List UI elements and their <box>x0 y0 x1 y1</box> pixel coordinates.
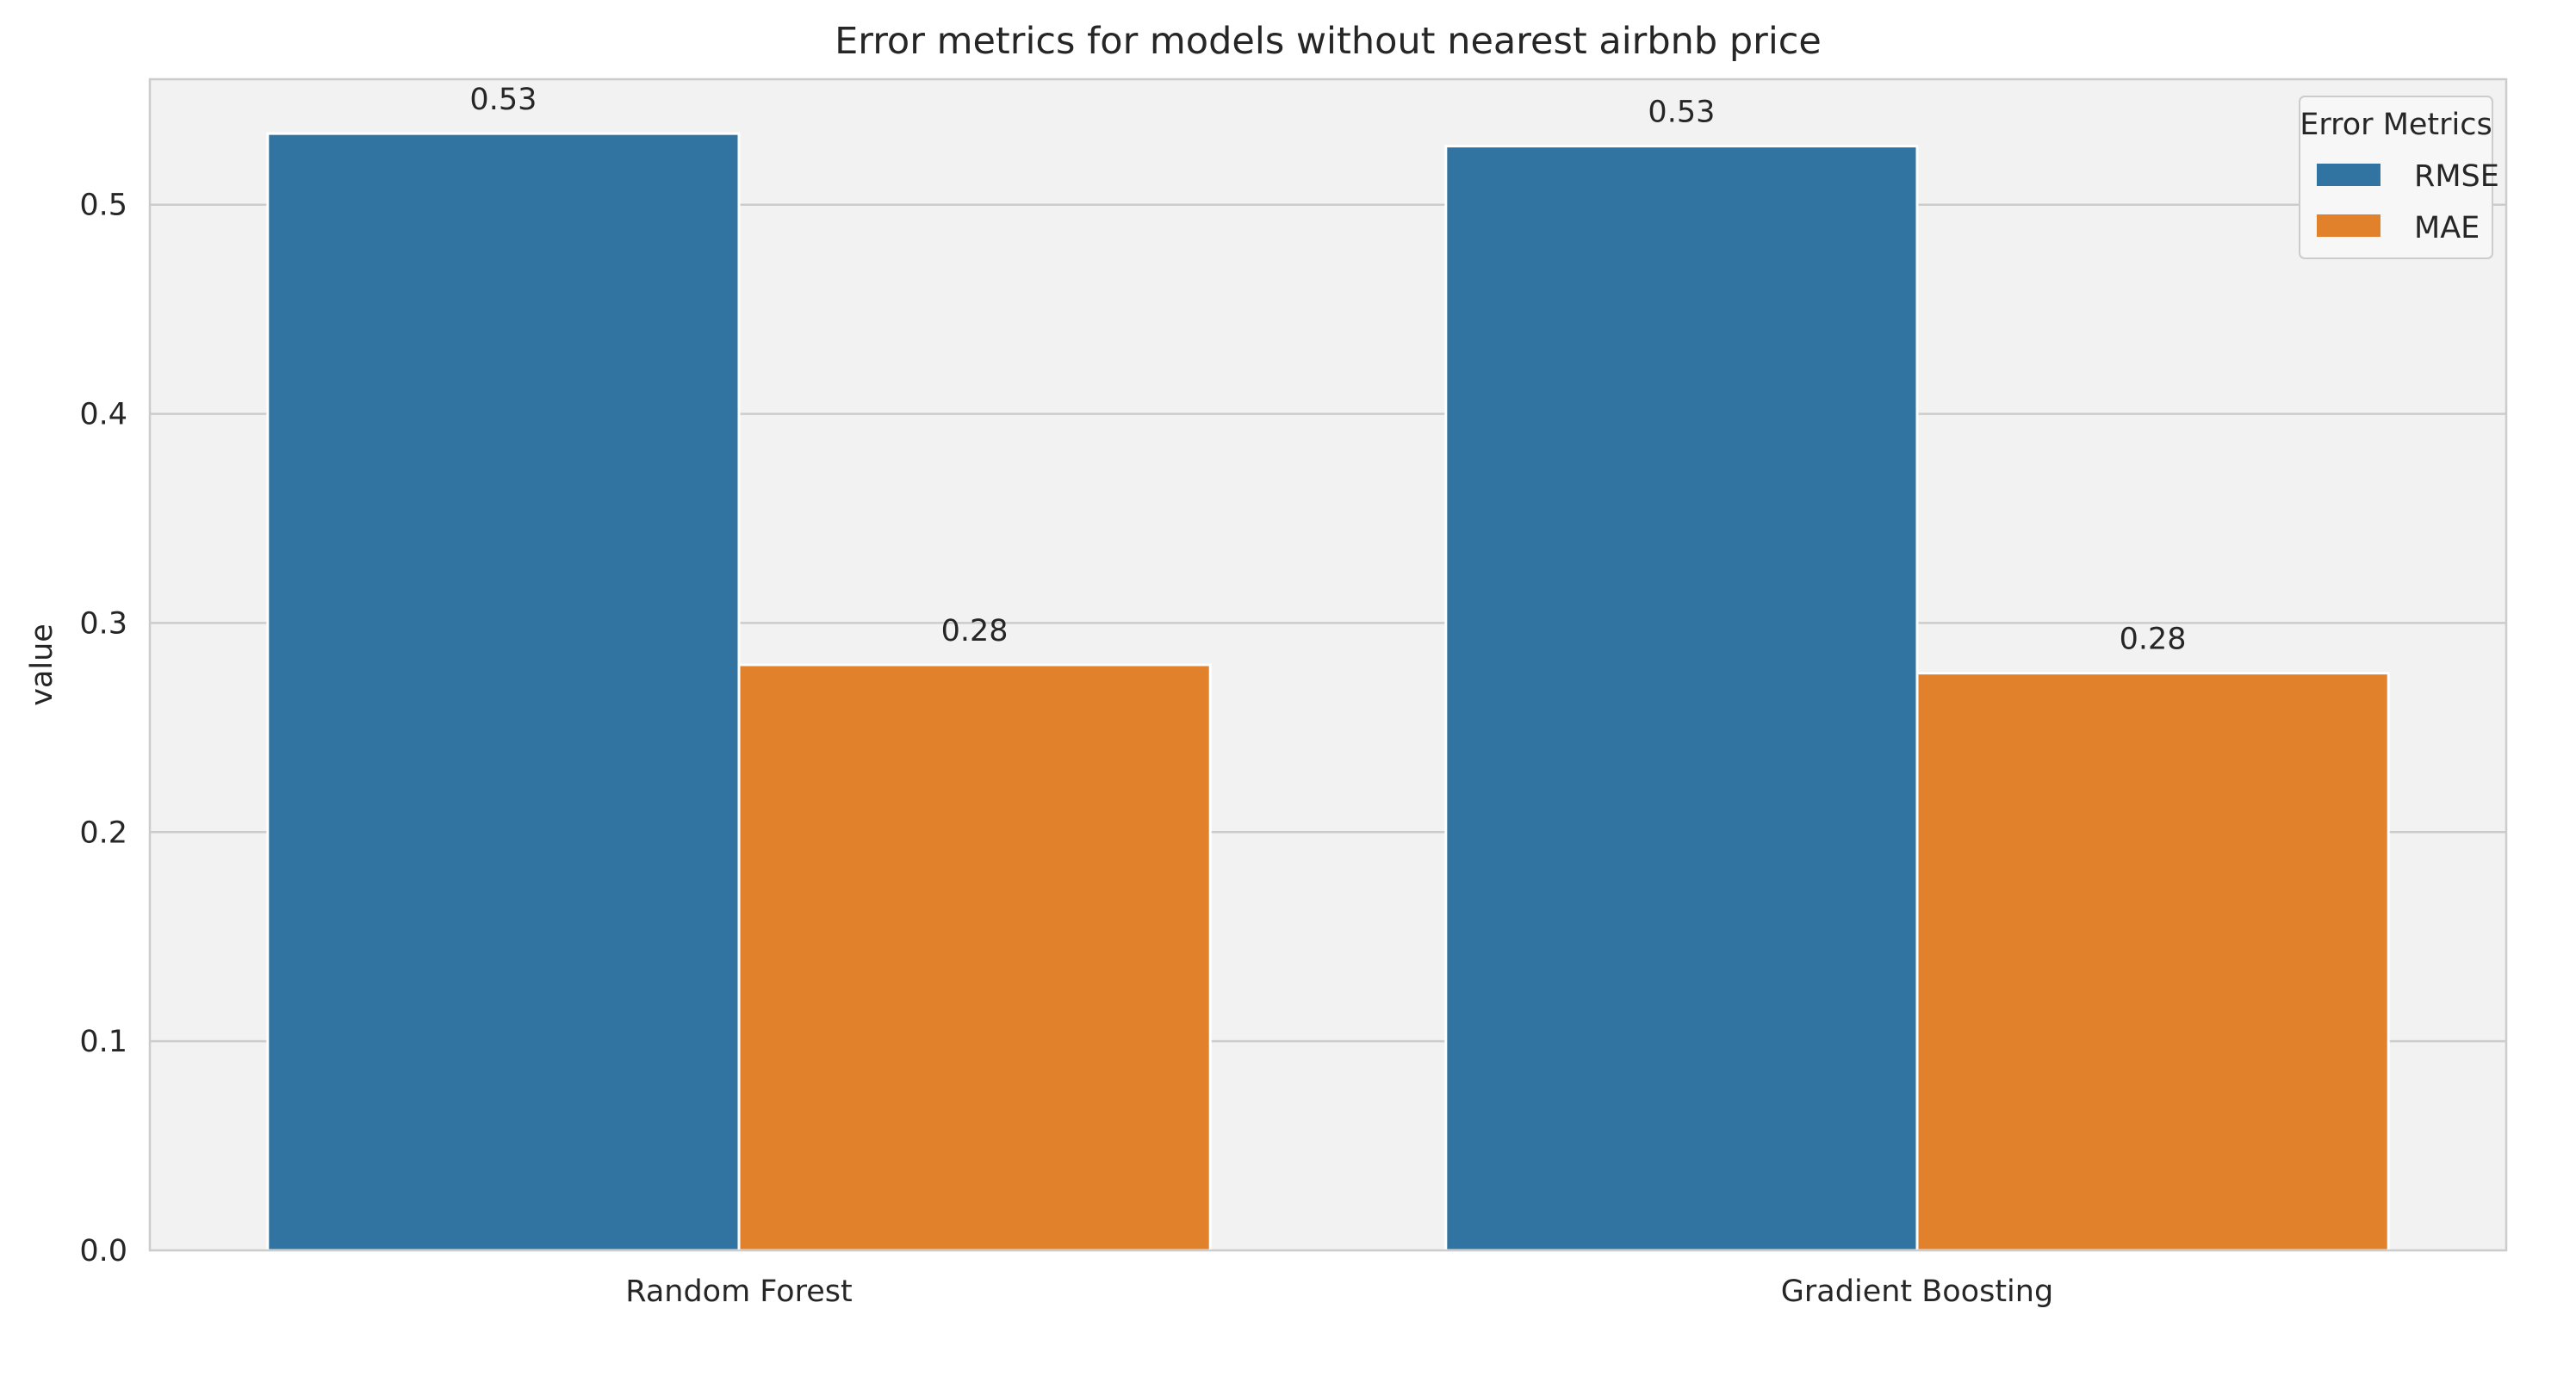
y-tick-label: 0.1 <box>79 1025 127 1059</box>
y-tick-label: 0.2 <box>79 816 127 850</box>
data-labels: 0.53 0.28 0.53 0.28 <box>469 83 2186 657</box>
data-label-mae: 0.28 <box>941 614 1009 648</box>
y-tick-label: 0.3 <box>79 606 127 641</box>
y-axis-label: value <box>25 623 59 706</box>
y-tick-label: 0.5 <box>79 189 127 223</box>
data-label-rmse: 0.53 <box>1648 96 1715 130</box>
y-tick-label: 0.4 <box>79 398 127 432</box>
legend: Error Metrics RMSE MAE <box>2299 96 2499 259</box>
data-label-rmse: 0.53 <box>469 83 537 117</box>
legend-label-mae: MAE <box>2414 211 2480 245</box>
data-label-mae: 0.28 <box>2120 623 2187 657</box>
bar-mae <box>1915 672 2390 1252</box>
legend-swatch-rmse <box>2317 164 2380 186</box>
legend-title: Error Metrics <box>2300 108 2492 142</box>
plot-frame <box>148 78 2508 1252</box>
bars <box>266 132 2390 1252</box>
chart-title: Error metrics for models without nearest… <box>835 20 1822 63</box>
bar-rmse <box>1444 145 1919 1252</box>
y-axis-ticks: 0.0 0.1 0.2 0.3 0.4 0.5 <box>79 189 127 1268</box>
x-tick-label: Random Forest <box>625 1274 852 1309</box>
legend-swatch-mae <box>2317 214 2380 237</box>
legend-label-rmse: RMSE <box>2414 159 2499 194</box>
x-axis-ticks: Random Forest Gradient Boosting <box>625 1274 2053 1309</box>
bar-rmse <box>266 132 741 1252</box>
y-tick-label: 0.0 <box>79 1234 127 1268</box>
x-tick-label: Gradient Boosting <box>1781 1274 2053 1309</box>
bar-mae <box>737 663 1212 1252</box>
